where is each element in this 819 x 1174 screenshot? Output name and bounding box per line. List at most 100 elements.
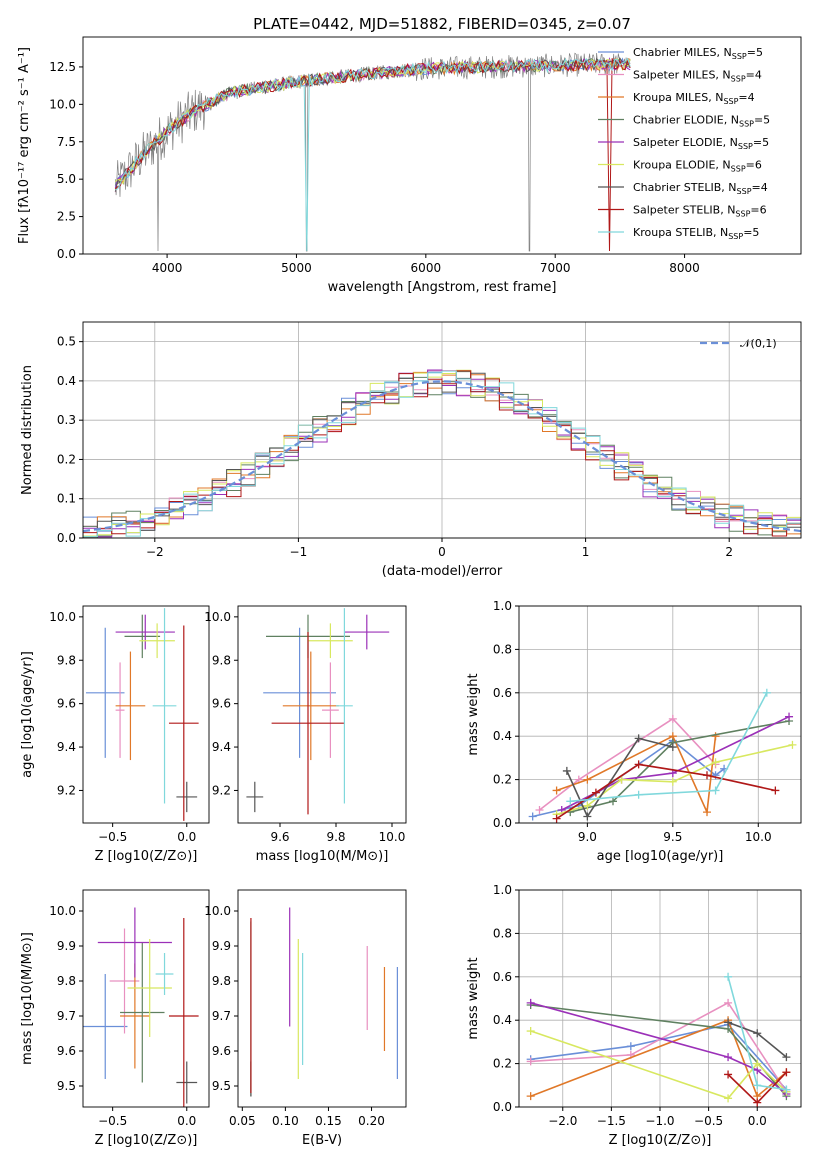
y-tick-label: 0.5	[57, 335, 76, 349]
y-tick-label: 9.8	[212, 653, 231, 667]
y-tick-label: 9.2	[212, 783, 231, 797]
y-tick-label: 12.5	[49, 60, 76, 74]
weight-line-6	[556, 744, 793, 816]
plot-area	[528, 688, 797, 823]
histogram-step-9	[83, 370, 801, 538]
x-tick-label: 0.0	[177, 1114, 196, 1128]
weight-marker	[668, 743, 677, 752]
legend-entry: Salpeter MILES, NSSP=4	[633, 69, 762, 84]
y-tick-label: 0.1	[57, 492, 76, 506]
model-spectrum-9	[115, 57, 631, 252]
weight-marker	[703, 771, 711, 780]
observed-spectrum	[114, 52, 631, 252]
y-tick-label: 0.8	[493, 926, 512, 940]
x-tick-label: −0.5	[98, 1114, 127, 1128]
y-axis-label: age [log10(age/yr)]	[20, 651, 35, 778]
weight-marker	[526, 1057, 535, 1066]
axes-frame	[237, 605, 407, 824]
panel-age-vs-mass	[234, 605, 407, 827]
weight-line-5	[530, 1002, 787, 1095]
y-tick-label: 9.4	[57, 740, 76, 754]
weight-marker	[668, 777, 677, 786]
y-tick-label: 0.2	[493, 1057, 512, 1071]
x-axis-label: wavelength [Angstrom, rest frame]	[328, 280, 557, 295]
weight-line-4	[570, 720, 790, 813]
y-tick-label: 10.0	[49, 904, 76, 918]
x-tick-label: 10.0	[745, 830, 772, 844]
weight-marker	[668, 714, 677, 723]
legend-entry: 𝒩(0,1)	[740, 337, 777, 350]
weight-marker	[634, 734, 643, 743]
x-axis-label: Z [log10(Z/Z⊙)]	[609, 1133, 712, 1148]
legend-entry: Salpeter STELIB, NSSP=6	[633, 204, 767, 219]
plot-area	[250, 907, 398, 1097]
weight-marker	[753, 1081, 762, 1090]
weight-marker	[634, 790, 643, 799]
panel-spectrum: Chabrier MILES, NSSP=5 Salpeter MILES, NS…	[79, 36, 802, 258]
weight-line-3	[530, 1019, 787, 1098]
weight-marker	[526, 1092, 535, 1101]
weight-marker	[562, 766, 571, 775]
weight-marker	[782, 1053, 791, 1062]
histogram-step-6	[83, 369, 801, 538]
axes-frame	[82, 36, 802, 255]
x-axis-label: E(B-V)	[302, 1133, 342, 1148]
y-axis-label: Normed distribution	[20, 365, 35, 495]
weight-line-6	[530, 1030, 787, 1100]
x-tick-label: 0.05	[229, 1114, 256, 1128]
y-tick-label: 1.0	[493, 883, 512, 897]
y-tick-label: 9.5	[57, 1079, 76, 1093]
legend-entry: Chabrier STELIB, NSSP=4	[633, 181, 768, 196]
y-tick-label: 9.9	[212, 939, 231, 953]
x-tick-label: 5000	[281, 261, 312, 275]
y-tick-label: 10.0	[49, 97, 76, 111]
weight-marker	[526, 998, 535, 1007]
weight-marker	[583, 812, 592, 821]
y-tick-label: 10.0	[204, 610, 231, 624]
y-tick-label: 7.5	[57, 135, 76, 149]
y-tick-label: 0.6	[493, 686, 512, 700]
panel-mass-vs-Z	[79, 889, 210, 1111]
y-tick-label: 0.6	[493, 970, 512, 984]
legend-entry: Chabrier ELODIE, NSSP=5	[633, 114, 770, 129]
x-tick-label: 0.15	[315, 1114, 342, 1128]
axes-frame	[82, 605, 210, 824]
x-axis-label: Z [log10(Z/Z⊙)]	[95, 1133, 198, 1148]
x-tick-label: −2.0	[548, 1114, 577, 1128]
y-tick-label: 0.0	[57, 247, 76, 261]
y-axis-label: mass [log10(M/M⊙)]	[20, 932, 35, 1065]
x-tick-label: 9.6	[270, 830, 289, 844]
weight-marker	[785, 712, 794, 721]
weight-marker	[724, 1053, 733, 1062]
x-tick-label: 0.0	[177, 830, 196, 844]
x-tick-label: −1	[290, 545, 308, 559]
y-axis-label: mass weight	[466, 673, 481, 755]
y-tick-label: 9.6	[57, 697, 76, 711]
y-tick-label: 0.2	[57, 452, 76, 466]
x-axis-label: (data-model)/error	[382, 564, 503, 579]
panel-mass-vs-ebv	[234, 889, 407, 1111]
weight-marker	[626, 1042, 635, 1051]
weight-marker	[782, 1068, 791, 1077]
x-tick-label: 6000	[411, 261, 442, 275]
weight-marker	[566, 797, 575, 806]
weight-line-2	[539, 717, 717, 811]
weight-marker	[724, 998, 733, 1007]
y-tick-label: 9.4	[212, 740, 231, 754]
axes-frame	[518, 605, 802, 824]
weight-marker	[753, 1029, 762, 1038]
weight-marker	[762, 688, 771, 697]
y-tick-label: 0.4	[493, 1013, 512, 1027]
weight-marker	[788, 740, 797, 749]
y-tick-label: 9.6	[212, 1044, 231, 1058]
y-tick-label: 10.0	[204, 904, 231, 918]
weight-marker	[583, 801, 592, 810]
weight-marker	[724, 1070, 733, 1079]
x-tick-label: −2	[146, 545, 164, 559]
y-tick-label: 2.5	[57, 210, 76, 224]
x-axis-label: Z [log10(Z/Z⊙)]	[95, 849, 198, 864]
y-tick-label: 9.8	[212, 974, 231, 988]
plot-area	[114, 52, 631, 252]
y-axis-label: mass weight	[466, 957, 481, 1039]
legend-entry: Kroupa ELODIE, NSSP=6	[633, 159, 762, 174]
